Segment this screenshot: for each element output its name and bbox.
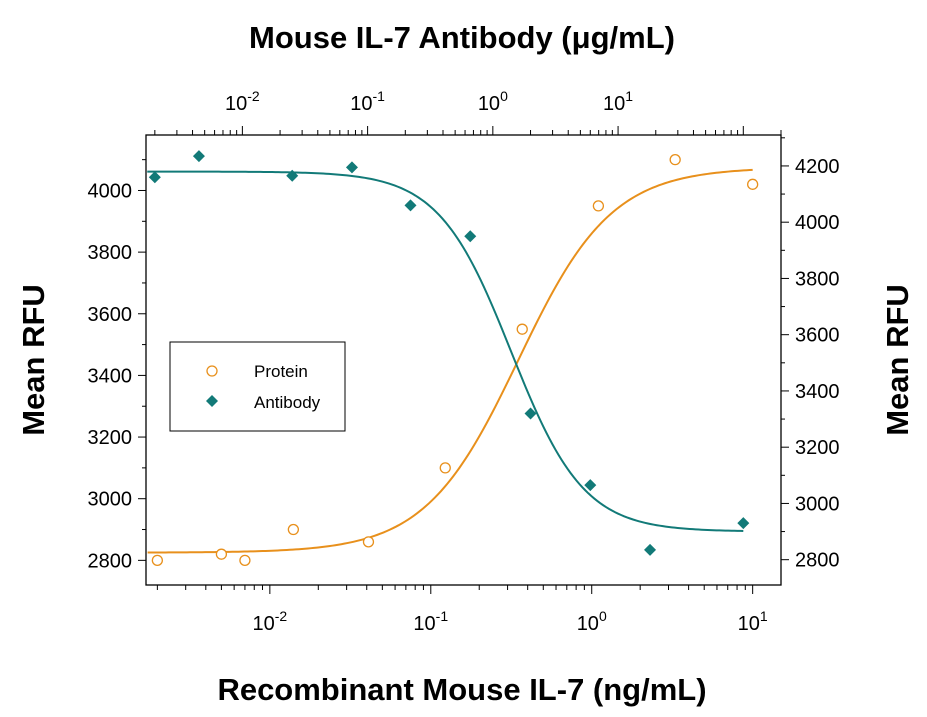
top-axis-title: Mouse IL-7 Antibody (μg/mL): [249, 20, 675, 55]
top-tick-label-base: 10: [478, 93, 500, 115]
antibody-data-point: [464, 230, 477, 243]
bottom-tick-label-exponent: 1: [760, 608, 768, 624]
protein-data-point: [439, 462, 451, 474]
protein-data-point: [669, 154, 681, 166]
top-tick-label-base: 10: [350, 93, 372, 115]
top-tick-label-exponent: 0: [500, 88, 508, 104]
bottom-axis-tick-label: 10-2: [252, 608, 287, 635]
antibody-data-point: [644, 543, 657, 556]
top-tick-label-exponent: -1: [373, 88, 386, 104]
protein-data-point: [747, 178, 759, 190]
protein-data-point: [287, 523, 300, 536]
legend: Protein Antibody: [169, 341, 346, 432]
plot-area-frame: [145, 134, 782, 586]
bottom-axis-title: Recombinant Mouse IL-7 (ng/mL): [217, 672, 706, 707]
bottom-axis-tick-label: 101: [738, 608, 768, 635]
protein-data-point: [516, 323, 528, 335]
antibody-data-point: [286, 169, 299, 182]
bottom-tick-label-base: 10: [252, 613, 274, 635]
bottom-tick-label-base: 10: [413, 613, 435, 635]
bottom-tick-label-exponent: -2: [275, 608, 288, 624]
antibody-fit-curve: [147, 170, 744, 532]
right-axis-title: Mean RFU: [880, 284, 915, 436]
right-axis-tick-label: 3400: [795, 381, 840, 403]
top-axis-tick-label: 10-1: [350, 88, 385, 115]
bottom-tick-label-base: 10: [738, 613, 760, 635]
antibody-data-point: [584, 479, 597, 492]
left-axis-tick-label: 2800: [88, 550, 133, 572]
right-axis-tick-label: 2800: [795, 550, 840, 572]
bottom-tick-label-base: 10: [577, 613, 599, 635]
protein-data-point: [239, 554, 251, 566]
bottom-axis-tick-label: 10-1: [413, 608, 448, 635]
bottom-tick-label-exponent: 0: [599, 608, 607, 624]
top-tick-label-base: 10: [225, 93, 247, 115]
top-tick-label-base: 10: [603, 93, 625, 115]
left-axis-tick-label: 3200: [88, 427, 133, 449]
bottom-tick-label-exponent: -1: [436, 608, 449, 624]
fit-curves: [147, 168, 753, 554]
legend-protein-label: Protein: [254, 362, 308, 381]
top-axis-tick-label: 100: [478, 88, 508, 115]
left-axis-tick-label: 3800: [88, 242, 133, 264]
left-axis-tick-label: 3000: [88, 489, 133, 511]
protein-data-point: [151, 554, 164, 566]
right-axis-tick-label: 3000: [795, 493, 840, 515]
data-points: [148, 150, 759, 566]
protein-data-point: [215, 548, 228, 560]
left-axis-title: Mean RFU: [16, 284, 51, 436]
top-axis-tick-label: 10-2: [225, 88, 260, 115]
top-axis-tick-label: 101: [603, 88, 633, 115]
bottom-axis-tick-label: 100: [577, 608, 607, 635]
antibody-data-point: [192, 150, 205, 163]
left-axis-tick-label: 4000: [88, 180, 133, 202]
right-axis-tick-label: 3200: [795, 437, 840, 459]
left-axis-tick-label: 3600: [88, 304, 133, 326]
right-axis-tick-label: 4000: [795, 212, 840, 234]
antibody-data-point: [404, 199, 417, 212]
legend-protein-marker: [206, 365, 218, 377]
antibody-data-point: [148, 171, 161, 184]
legend-box: [169, 341, 346, 432]
antibody-data-point: [737, 517, 750, 530]
right-axis-tick-label: 4200: [795, 156, 840, 178]
protein-data-point: [362, 536, 375, 548]
protein-data-point: [592, 200, 605, 212]
right-axis-tick-label: 3600: [795, 325, 840, 347]
top-tick-label-exponent: -2: [247, 88, 260, 104]
legend-antibody-label: Antibody: [254, 393, 321, 412]
right-axis-tick-label: 3800: [795, 268, 840, 290]
left-axis-tick-label: 3400: [88, 365, 133, 387]
antibody-data-point: [345, 161, 358, 174]
legend-antibody-marker: [206, 395, 218, 407]
protein-fit-curve: [147, 168, 753, 554]
antibody-data-point: [524, 407, 537, 420]
top-tick-label-exponent: 1: [625, 88, 633, 104]
